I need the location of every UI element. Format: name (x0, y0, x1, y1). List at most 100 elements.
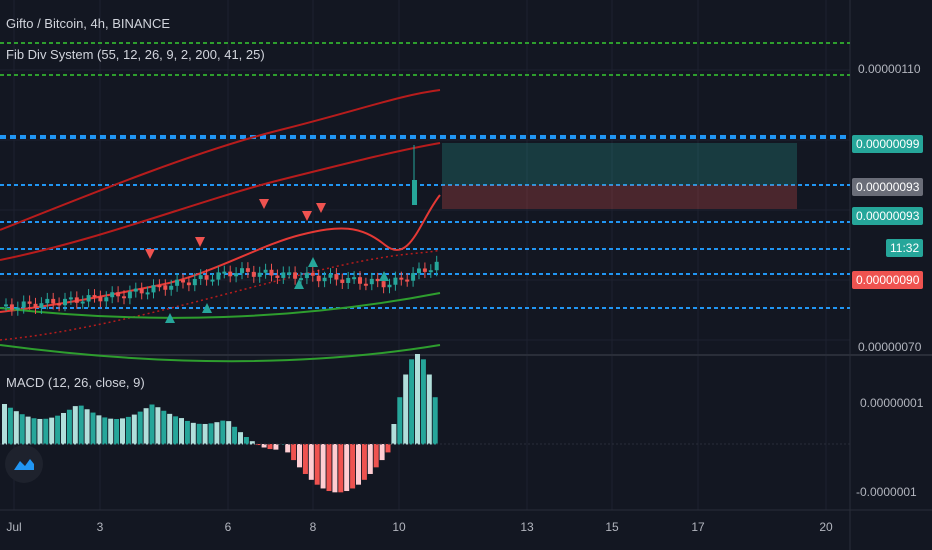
candle-body (210, 279, 215, 282)
candle-body (192, 278, 197, 286)
candle-body (104, 297, 109, 302)
macd-histogram-bar (403, 374, 409, 445)
candle-body (169, 285, 174, 290)
candle-body (405, 279, 410, 282)
candle-body (363, 283, 368, 286)
candle-body (358, 277, 362, 284)
candle-body (98, 296, 103, 302)
macd-histogram-bar (220, 420, 226, 445)
macd-histogram-bar (61, 412, 66, 445)
macd-histogram-bar (202, 423, 208, 445)
price-badge-top: 0.00000099 (852, 135, 924, 153)
macd-histogram-bar (238, 432, 243, 445)
candle-body (198, 275, 203, 279)
sell-signal-icon (316, 203, 326, 213)
macd-histogram-bar (72, 406, 78, 445)
candle-body (15, 307, 20, 310)
macd-histogram-bar (19, 414, 25, 445)
candle-body (228, 271, 233, 277)
macd-axis-label-pos: 0.00000001 (860, 396, 924, 410)
macd-histogram-bar (137, 411, 143, 445)
candle-body (263, 269, 268, 273)
upper-band-inner (0, 142, 441, 261)
spike-body (412, 180, 417, 205)
macd-histogram-bar (190, 422, 196, 445)
sell-signal-icon (259, 199, 269, 209)
candle-body (293, 272, 298, 279)
candle-body (181, 279, 185, 283)
macd-histogram-bar (243, 437, 249, 445)
candle-body (375, 278, 380, 282)
candle-body (9, 304, 14, 310)
macd-histogram-bar (409, 359, 415, 445)
candle-body (222, 271, 227, 274)
macd-histogram-bar (391, 424, 397, 445)
candle-body (417, 268, 421, 274)
time-label-20: 20 (819, 520, 833, 534)
macd-histogram-bar (226, 421, 232, 445)
stop-zone-box (442, 185, 797, 209)
candle-body (133, 288, 138, 292)
macd-histogram-bar (379, 444, 385, 461)
candle-body (33, 303, 38, 309)
candle-body (57, 303, 62, 306)
candle-body (234, 273, 239, 277)
macd-title[interactable]: MACD (12, 26, close, 9) (6, 375, 145, 390)
candle-body (27, 301, 32, 304)
price-axis-label-110: 0.00000110 (858, 62, 921, 76)
candle-body (434, 261, 439, 271)
candle-body (122, 296, 126, 299)
candle-body (422, 268, 427, 272)
macd-histogram-bar (385, 444, 391, 453)
macd-histogram-bar (261, 444, 267, 448)
candle-body (257, 272, 262, 277)
time-label-jul: Jul (6, 520, 22, 534)
basis-line (0, 194, 441, 313)
macd-histogram-bar (66, 409, 72, 445)
symbol-title[interactable]: Gifto / Bitcoin, 4h, BINANCE (6, 16, 171, 31)
candle-body (316, 275, 321, 282)
macd-histogram-bar (167, 413, 173, 445)
macd-histogram-bar (320, 444, 326, 489)
candle-body (45, 298, 50, 304)
macd-histogram-bar (173, 416, 179, 445)
candle-body (68, 297, 73, 300)
price-badge-current: 0.00000093 (852, 178, 924, 196)
time-label-3: 3 (96, 520, 104, 534)
macd-histogram-bar (338, 444, 344, 493)
candle-body (80, 301, 85, 304)
price-badge-low: 0.00000090 (852, 271, 924, 289)
macd-histogram-bar (249, 441, 255, 445)
candle-body (328, 274, 333, 278)
indicator-title[interactable]: Fib Div System (55, 12, 26, 9, 2, 200, 4… (6, 47, 265, 62)
macd-histogram-bar (13, 411, 19, 445)
candle-body (369, 278, 374, 285)
macd-histogram-bar (196, 423, 202, 445)
macd-histogram-bar (267, 444, 273, 450)
candle-body (428, 270, 433, 273)
macd-axis-label-neg: -0.0000001 (856, 485, 917, 499)
tradingview-logo-icon[interactable] (5, 445, 43, 483)
candle-body (74, 297, 79, 303)
macd-histogram-bar (120, 418, 125, 445)
macd-histogram-bar (432, 397, 438, 445)
candle-body (346, 277, 351, 283)
candle-body (157, 285, 162, 288)
macd-histogram-bar (90, 412, 96, 445)
macd-histogram-bar (308, 444, 314, 480)
macd-histogram-bar (2, 404, 7, 445)
macd-histogram-bar (232, 426, 238, 445)
buy-signal-icon (165, 313, 175, 323)
macd-histogram-bar (131, 414, 137, 445)
candle-body (145, 292, 150, 295)
time-label-13: 13 (520, 520, 534, 534)
candle-body (175, 279, 180, 286)
candle-body (127, 291, 132, 299)
macd-histogram-bar (314, 444, 320, 485)
macd-histogram-bar (37, 418, 43, 445)
time-label-10: 10 (392, 520, 406, 534)
sell-signal-icon (302, 211, 312, 221)
macd-histogram-bar (161, 410, 167, 445)
